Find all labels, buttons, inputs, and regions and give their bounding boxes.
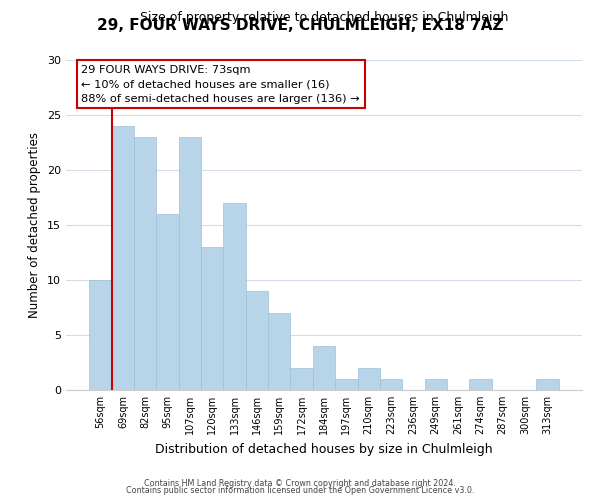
Bar: [223, 203, 246, 390]
Bar: [469, 379, 491, 390]
Bar: [134, 137, 157, 390]
Bar: [179, 137, 201, 390]
Text: 29, FOUR WAYS DRIVE, CHULMLEIGH, EX18 7AZ: 29, FOUR WAYS DRIVE, CHULMLEIGH, EX18 7A…: [97, 18, 503, 32]
Bar: [268, 313, 290, 390]
Y-axis label: Number of detached properties: Number of detached properties: [28, 132, 41, 318]
Title: Size of property relative to detached houses in Chulmleigh: Size of property relative to detached ho…: [140, 11, 508, 24]
Bar: [536, 379, 559, 390]
Bar: [201, 247, 223, 390]
Bar: [290, 368, 313, 390]
Text: Contains HM Land Registry data © Crown copyright and database right 2024.: Contains HM Land Registry data © Crown c…: [144, 478, 456, 488]
Bar: [157, 214, 179, 390]
Bar: [335, 379, 358, 390]
Bar: [425, 379, 447, 390]
Bar: [313, 346, 335, 390]
X-axis label: Distribution of detached houses by size in Chulmleigh: Distribution of detached houses by size …: [155, 442, 493, 456]
Bar: [89, 280, 112, 390]
Bar: [358, 368, 380, 390]
Text: Contains public sector information licensed under the Open Government Licence v3: Contains public sector information licen…: [126, 486, 474, 495]
Bar: [112, 126, 134, 390]
Text: 29 FOUR WAYS DRIVE: 73sqm
← 10% of detached houses are smaller (16)
88% of semi-: 29 FOUR WAYS DRIVE: 73sqm ← 10% of detac…: [82, 65, 360, 104]
Bar: [380, 379, 402, 390]
Bar: [246, 291, 268, 390]
